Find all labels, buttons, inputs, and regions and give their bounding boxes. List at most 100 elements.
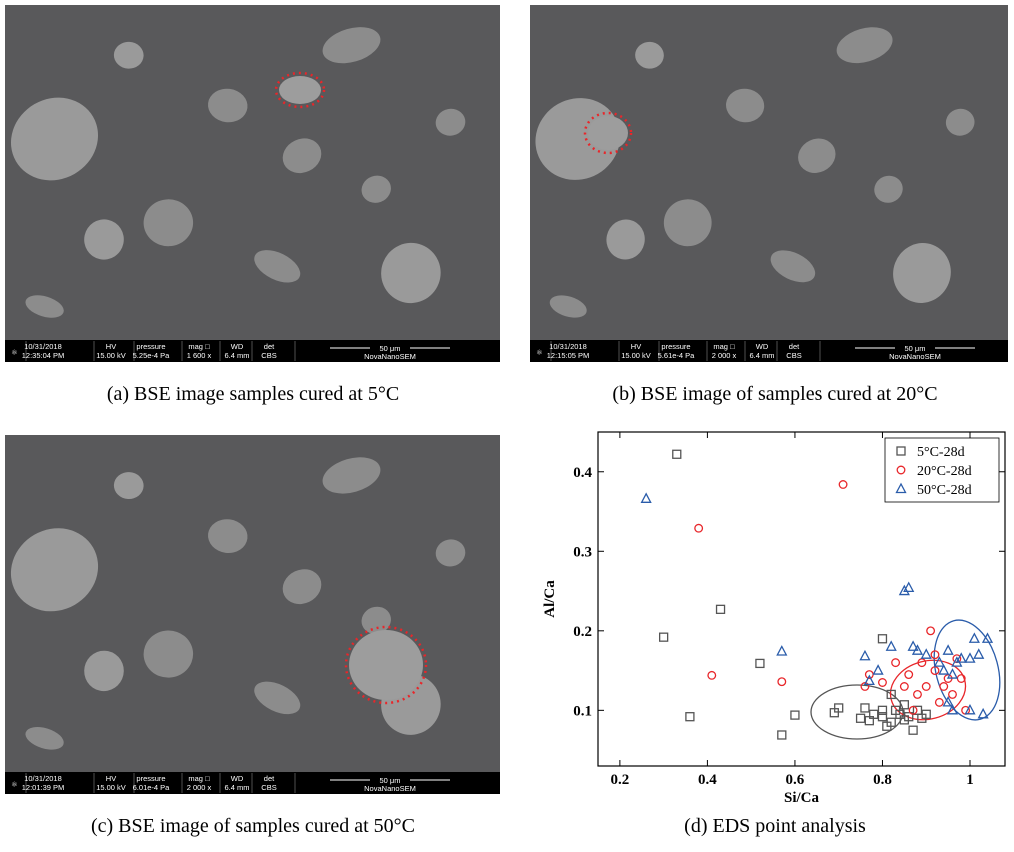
point bbox=[872, 664, 884, 675]
info-value: 12:01:39 PM bbox=[22, 783, 65, 792]
x-tick-label: 1 bbox=[966, 772, 974, 788]
particle bbox=[282, 138, 322, 174]
marked-particle bbox=[279, 76, 321, 104]
instrument: NovaNanoSEM bbox=[889, 352, 941, 361]
cluster-outline bbox=[810, 684, 904, 740]
point bbox=[917, 658, 927, 668]
info-value: CBS bbox=[786, 351, 801, 360]
particle bbox=[435, 539, 466, 567]
particle bbox=[207, 88, 248, 123]
scale-label: 50 μm bbox=[380, 344, 401, 353]
info-value: 5.25e-4 Pa bbox=[133, 351, 171, 360]
point bbox=[946, 668, 959, 679]
particle bbox=[254, 681, 301, 715]
legend-box bbox=[884, 437, 1000, 503]
point bbox=[896, 446, 906, 456]
scale-label-bg bbox=[895, 343, 935, 353]
info-label: det bbox=[264, 774, 275, 783]
sem-icon: ⚛ bbox=[11, 780, 18, 789]
point bbox=[964, 652, 976, 663]
particle bbox=[143, 199, 194, 247]
point bbox=[981, 632, 994, 643]
point bbox=[877, 712, 888, 722]
point bbox=[640, 492, 652, 503]
caption: (c) BSE image of samples cured at 50°C bbox=[91, 815, 415, 837]
point bbox=[946, 703, 959, 715]
point bbox=[926, 626, 936, 636]
info-value: 2 000 x bbox=[712, 351, 737, 360]
point bbox=[658, 632, 669, 642]
scale-label: 50 μm bbox=[905, 344, 926, 353]
caption: (d) EDS point analysis bbox=[684, 815, 866, 837]
info-label: pressure bbox=[136, 774, 165, 783]
info-value: 6.01e-4 Pa bbox=[133, 783, 171, 792]
info-label: 10/31/2018 bbox=[24, 774, 62, 783]
point bbox=[942, 644, 954, 655]
info-label: WD bbox=[231, 342, 244, 351]
particle bbox=[836, 27, 893, 64]
particle bbox=[25, 295, 64, 318]
info-label: pressure bbox=[661, 342, 690, 351]
x-tick-label: 0.6 bbox=[786, 772, 805, 788]
point bbox=[938, 664, 950, 675]
particle bbox=[143, 630, 194, 678]
particle bbox=[113, 41, 144, 69]
point bbox=[886, 689, 896, 700]
info-value: CBS bbox=[261, 783, 276, 792]
caption: (b) BSE image of samples cured at 20°C bbox=[612, 383, 937, 405]
info-value: 6.4 mm bbox=[749, 351, 774, 360]
info-label: mag □ bbox=[713, 342, 735, 351]
point bbox=[920, 648, 932, 659]
point bbox=[878, 678, 887, 687]
info-bar bbox=[530, 340, 1008, 362]
point bbox=[948, 689, 957, 699]
particle-outline bbox=[344, 625, 428, 705]
point bbox=[776, 645, 788, 656]
point bbox=[777, 730, 787, 740]
particle bbox=[381, 242, 441, 304]
info-label: det bbox=[789, 342, 800, 351]
point bbox=[913, 689, 922, 699]
info-label: WD bbox=[756, 342, 769, 351]
sem-icon: ⚛ bbox=[11, 348, 18, 357]
point bbox=[903, 581, 915, 593]
legend-label: 20°C-28d bbox=[917, 464, 972, 479]
point bbox=[934, 697, 944, 707]
y-tick-label: 0.3 bbox=[573, 544, 592, 560]
point bbox=[685, 712, 695, 722]
point bbox=[715, 604, 726, 614]
point bbox=[973, 648, 985, 659]
particle bbox=[84, 219, 124, 260]
point bbox=[755, 658, 765, 669]
point bbox=[921, 682, 931, 691]
sem-icon: ⚛ bbox=[536, 348, 543, 357]
x-tick-label: 0.8 bbox=[873, 772, 892, 788]
particle bbox=[893, 243, 951, 303]
caption: (a) BSE image samples cured at 5°C bbox=[107, 383, 399, 405]
particle bbox=[435, 108, 466, 136]
particle bbox=[25, 727, 64, 750]
particle bbox=[322, 457, 381, 494]
point bbox=[877, 634, 888, 644]
point bbox=[891, 658, 901, 668]
particle bbox=[254, 250, 301, 283]
scale-label-bg bbox=[370, 343, 410, 353]
info-label: 10/31/2018 bbox=[24, 342, 62, 351]
point bbox=[942, 695, 954, 707]
point bbox=[777, 677, 787, 687]
particle-outline bbox=[583, 111, 633, 155]
info-value: 12:35:04 PM bbox=[22, 351, 65, 360]
x-axis-label: Si/Ca bbox=[784, 790, 820, 806]
particle bbox=[10, 528, 99, 612]
y-tick-label: 0.2 bbox=[573, 624, 592, 640]
point bbox=[838, 480, 848, 489]
particle bbox=[726, 88, 765, 123]
point bbox=[694, 523, 704, 533]
point bbox=[869, 709, 879, 719]
instrument: NovaNanoSEM bbox=[364, 352, 416, 361]
info-label: mag □ bbox=[188, 774, 210, 783]
